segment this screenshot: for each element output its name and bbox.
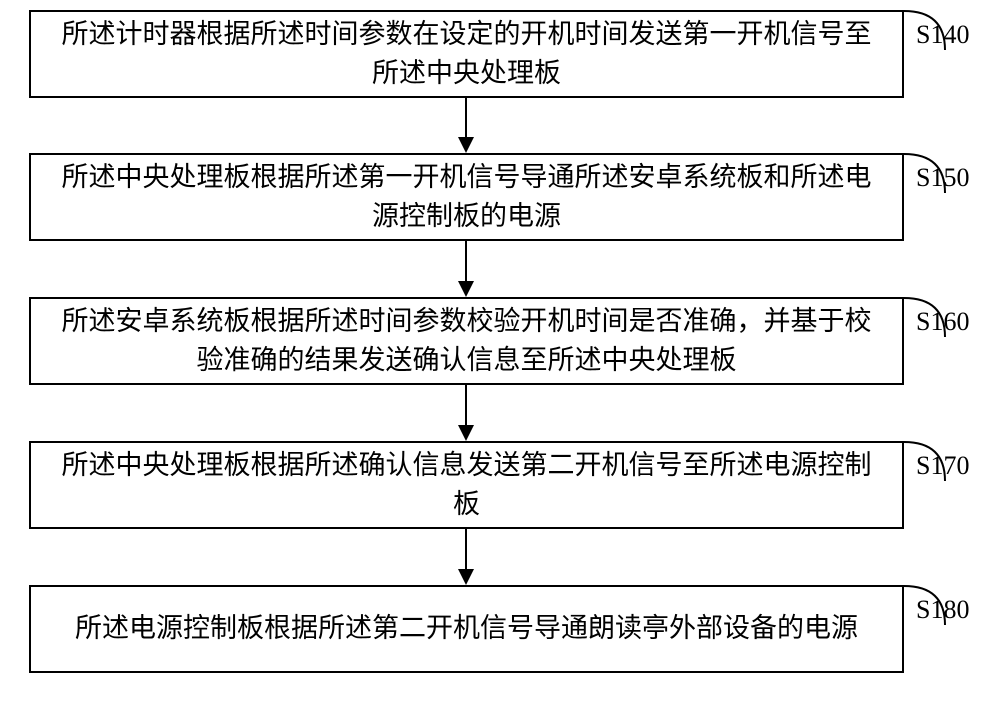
step-text-s140: 所述计时器根据所述时间参数在设定的开机时间发送第一开机信号至所述中央处理板 [51, 15, 882, 93]
step-label-s170: S170 [916, 451, 969, 481]
flowchart-canvas: 所述计时器根据所述时间参数在设定的开机时间发送第一开机信号至所述中央处理板 S1… [0, 0, 1000, 713]
arrow-line-4 [465, 529, 467, 570]
step-box-s150: 所述中央处理板根据所述第一开机信号导通所述安卓系统板和所述电源控制板的电源 [29, 153, 904, 241]
arrow-line-1 [465, 98, 467, 138]
step-label-s140: S140 [916, 20, 969, 50]
step-label-s180: S180 [916, 595, 969, 625]
step-label-s150: S150 [916, 163, 969, 193]
arrow-head-3 [458, 425, 474, 441]
step-box-s170: 所述中央处理板根据所述确认信息发送第二开机信号至所述电源控制板 [29, 441, 904, 529]
step-text-s170: 所述中央处理板根据所述确认信息发送第二开机信号至所述电源控制板 [51, 446, 882, 524]
step-text-s160: 所述安卓系统板根据所述时间参数校验开机时间是否准确，并基于校验准确的结果发送确认… [51, 302, 882, 380]
step-text-s180: 所述电源控制板根据所述第二开机信号导通朗读亭外部设备的电源 [75, 609, 858, 648]
step-box-s160: 所述安卓系统板根据所述时间参数校验开机时间是否准确，并基于校验准确的结果发送确认… [29, 297, 904, 385]
arrow-head-4 [458, 569, 474, 585]
step-box-s140: 所述计时器根据所述时间参数在设定的开机时间发送第一开机信号至所述中央处理板 [29, 10, 904, 98]
step-label-s160: S160 [916, 307, 969, 337]
step-box-s180: 所述电源控制板根据所述第二开机信号导通朗读亭外部设备的电源 [29, 585, 904, 673]
arrow-head-1 [458, 137, 474, 153]
arrow-line-2 [465, 241, 467, 282]
arrow-line-3 [465, 385, 467, 426]
arrow-head-2 [458, 281, 474, 297]
step-text-s150: 所述中央处理板根据所述第一开机信号导通所述安卓系统板和所述电源控制板的电源 [51, 158, 882, 236]
